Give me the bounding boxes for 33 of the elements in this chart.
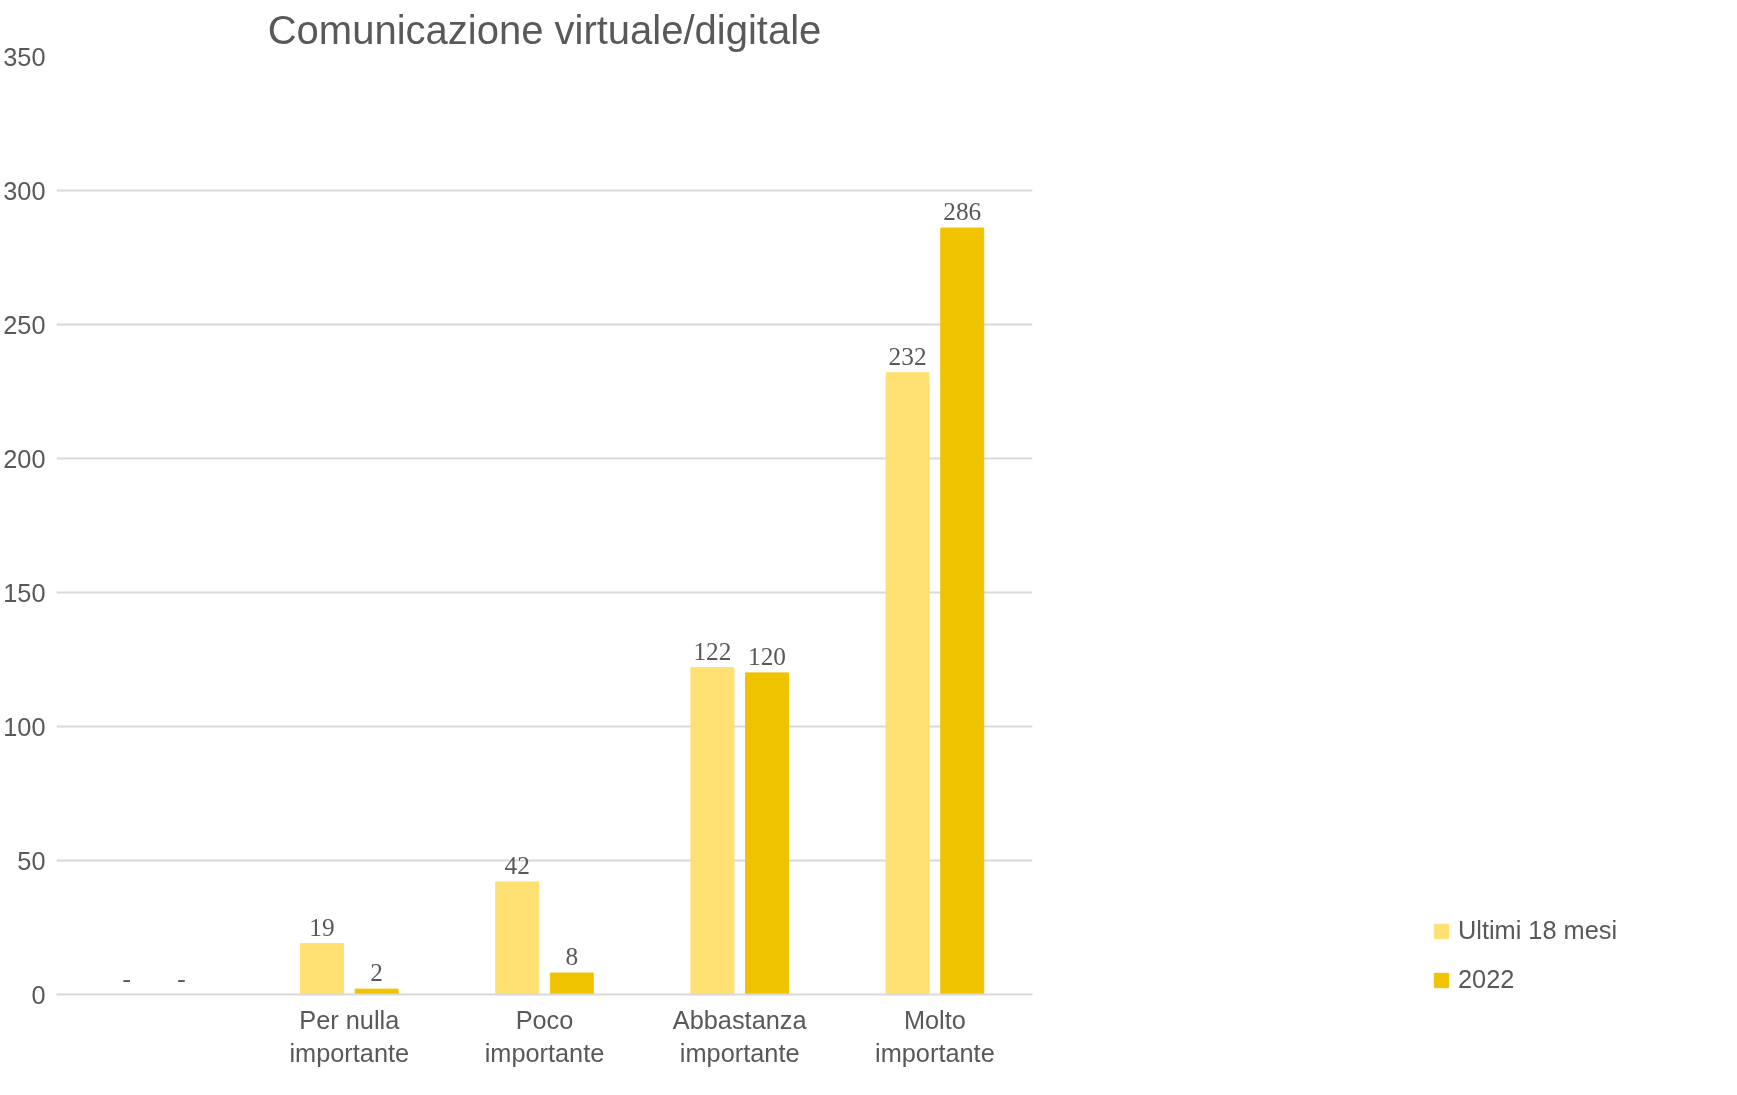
bar — [745, 672, 789, 995]
legend-label: Ultimi 18 mesi — [1458, 916, 1618, 945]
y-tick-label: 0 — [31, 980, 46, 1009]
data-label: 19 — [309, 912, 335, 941]
bar — [495, 881, 540, 995]
y-tick-label: 300 — [3, 176, 46, 205]
y-tick-label: 350 — [3, 42, 46, 71]
x-tick-label: Molto importante — [875, 1005, 995, 1068]
bar — [354, 988, 399, 995]
bar — [885, 372, 930, 995]
y-tick-label: 150 — [3, 578, 46, 607]
y-tick-label: 200 — [3, 444, 46, 473]
y-tick-label: 50 — [17, 846, 46, 875]
data-label: 232 — [888, 341, 927, 370]
data-label: 42 — [504, 850, 530, 879]
y-tick-label: 250 — [3, 310, 46, 339]
legend-label: 2022 — [1458, 965, 1516, 994]
data-label: 120 — [748, 641, 787, 670]
data-label: - — [122, 963, 131, 992]
bar — [690, 667, 735, 995]
data-label: 286 — [943, 197, 982, 226]
data-label: - — [177, 963, 186, 992]
x-tick-label: Poco importante — [484, 1005, 605, 1068]
data-label: 8 — [565, 942, 579, 971]
bar — [549, 972, 594, 995]
x-tick-label: Per nulla importante — [289, 1005, 410, 1068]
y-tick-label: 100 — [3, 712, 46, 741]
chart-title: Comunicazione virtuale/digitale — [267, 7, 822, 52]
bar — [940, 227, 985, 995]
data-label: 122 — [693, 636, 732, 665]
data-label: 2 — [370, 958, 383, 987]
x-tick-label: Abbastanza importante — [672, 1005, 808, 1068]
bar — [300, 943, 344, 995]
